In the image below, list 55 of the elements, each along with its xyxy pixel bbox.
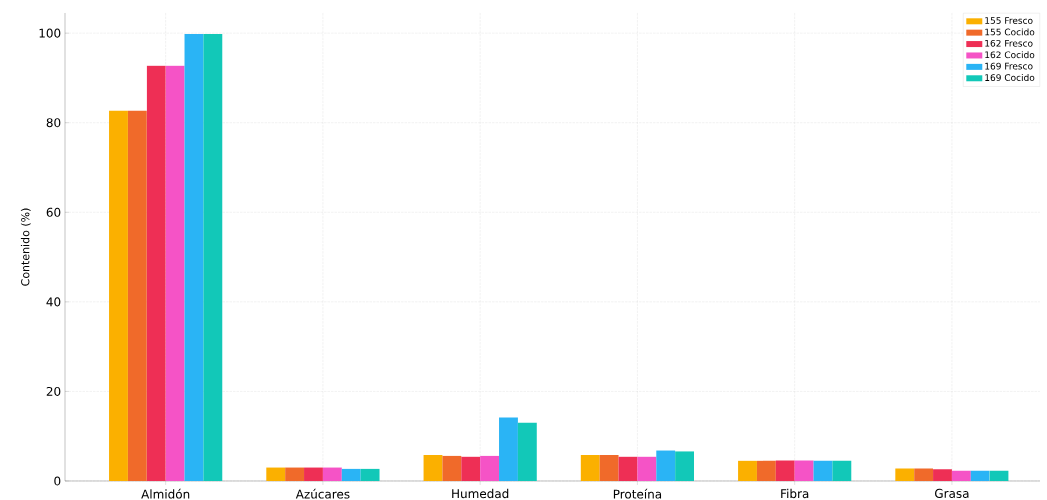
x-tick-label: Fibra <box>781 488 809 499</box>
bar <box>423 455 443 481</box>
bar <box>517 422 537 481</box>
bar <box>599 455 619 481</box>
bar <box>322 467 342 481</box>
x-tick-label: Humedad <box>452 488 509 499</box>
bar <box>756 460 776 481</box>
bar <box>165 65 185 481</box>
bar <box>266 467 286 481</box>
y-tick-label: 60 <box>46 207 61 217</box>
bar <box>285 467 305 481</box>
bar <box>442 455 462 481</box>
bar <box>738 460 757 481</box>
bar <box>341 468 361 481</box>
bar <box>914 468 934 481</box>
legend-label: 162 Cocido <box>985 51 1035 59</box>
x-tick-label: Almidón <box>141 488 190 499</box>
bar <box>480 455 500 481</box>
bar <box>637 456 657 481</box>
bar <box>499 417 518 481</box>
bar <box>461 456 481 481</box>
legend-label: 169 Fresco <box>985 62 1033 70</box>
bar <box>146 65 166 481</box>
bar <box>304 467 323 481</box>
bar <box>618 456 638 481</box>
legend-label: 162 Fresco <box>985 39 1033 47</box>
x-tick-label: Grasa <box>935 488 969 498</box>
bar <box>970 470 990 481</box>
bar <box>933 469 952 481</box>
bar <box>184 34 204 481</box>
y-tick-label: 20 <box>46 386 61 396</box>
bar <box>580 455 600 481</box>
bar <box>203 34 223 481</box>
x-tick-label: Proteína <box>613 488 662 499</box>
bar <box>127 110 147 481</box>
bar <box>656 450 676 481</box>
bar <box>794 460 814 481</box>
bar <box>832 460 852 481</box>
y-tick-label: 0 <box>54 476 61 486</box>
bar <box>360 468 380 481</box>
bar <box>951 470 971 481</box>
legend-label: 155 Fresco <box>985 17 1033 24</box>
y-tick-label: 80 <box>46 118 61 128</box>
legend-label: 155 Cocido <box>985 28 1035 36</box>
bar <box>775 460 795 481</box>
bar <box>813 460 833 481</box>
bar <box>989 470 1009 481</box>
bar <box>675 451 695 481</box>
bar <box>109 110 128 481</box>
legend-label: 169 Cocido <box>985 74 1035 81</box>
bar <box>895 468 915 481</box>
y-tick-label: 100 <box>39 28 61 38</box>
x-tick-label: Azúcares <box>295 488 350 499</box>
y-axis-title: Contenido (%) <box>20 208 31 286</box>
y-tick-label: 40 <box>46 297 61 307</box>
